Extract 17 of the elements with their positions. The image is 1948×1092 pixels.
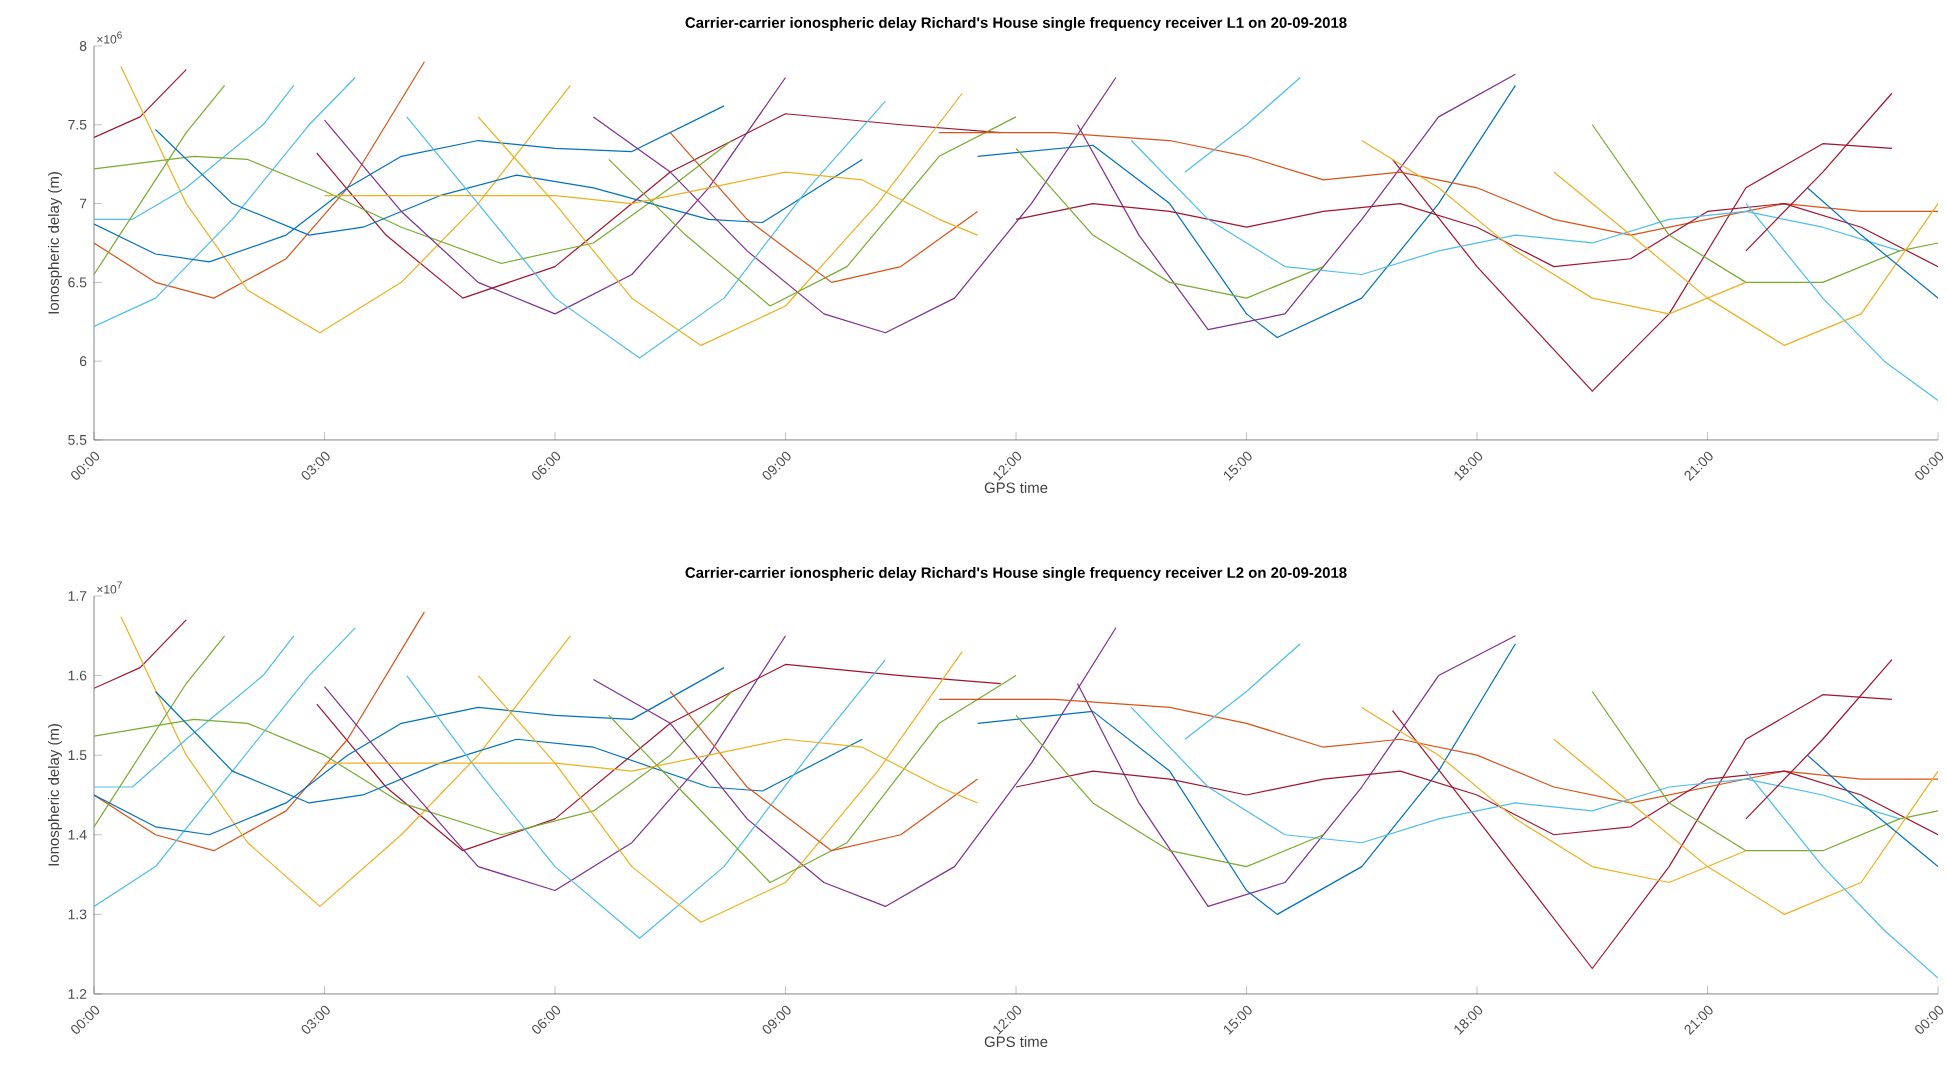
- line-series: [1591, 690, 1939, 852]
- line-series: [94, 635, 295, 788]
- line-series: [669, 690, 979, 852]
- line-series: [1015, 714, 1324, 868]
- line-series: [316, 663, 1002, 852]
- line-series: [1015, 147, 1324, 299]
- line-series: [94, 84, 295, 220]
- line-series: [406, 659, 886, 939]
- line-series: [669, 132, 979, 283]
- line-series: [406, 100, 886, 359]
- line-series: [94, 611, 426, 852]
- line-series: [977, 643, 1517, 915]
- line-series: [94, 76, 356, 328]
- line-series: [94, 627, 356, 907]
- line-series: [94, 61, 426, 299]
- line-series: [977, 84, 1517, 339]
- line-series: [1591, 124, 1939, 283]
